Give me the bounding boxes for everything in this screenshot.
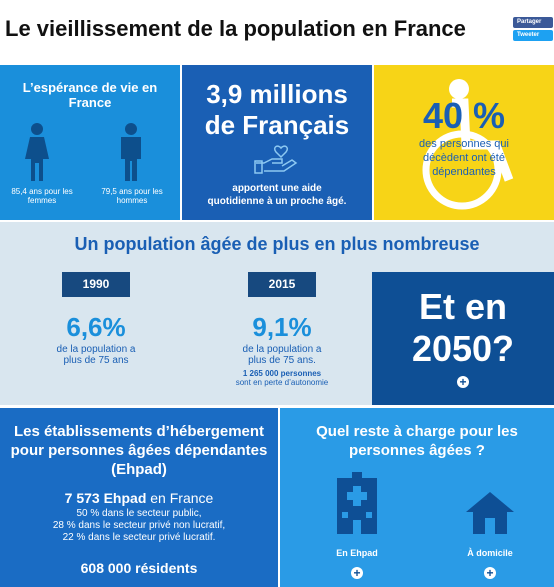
man-icon	[121, 123, 141, 181]
life-panel: L’espérance de vie en France 85,4 ans po…	[0, 65, 180, 220]
hands-icon	[254, 145, 298, 174]
ehpad-title: Les établissements d’hébergement pour pe…	[10, 423, 268, 478]
share-value: 9,1%	[252, 312, 312, 342]
page-title: Le vieillissement de la population en Fr…	[5, 16, 466, 41]
women-label: 85,4 ans pour les femmes	[11, 187, 73, 205]
dependency-headline: 40 %	[422, 95, 506, 136]
cost-title: Quel reste à charge pour les personnes â…	[316, 423, 518, 459]
cost-panel: Quel reste à charge pour les personnes â…	[280, 408, 554, 587]
dependency-panel: 40 % des personnes qui décèdent ont été …	[374, 65, 554, 220]
more-button[interactable]: +	[351, 567, 363, 579]
caregivers-panel: 3,9 millions de Français apportent une a…	[182, 65, 372, 220]
breakdown-line: 28 % dans le secteur privé non lucratif,	[52, 520, 226, 531]
more-button[interactable]: +	[484, 567, 496, 579]
caregivers-text: apportent une aide quotidienne à un proc…	[207, 183, 347, 207]
population-title: Un population âgée de plus en plus nombr…	[74, 234, 480, 254]
share-text: de la population a plus de 75 ans	[56, 344, 136, 366]
life-title: L’espérance de vie en France	[22, 80, 158, 110]
option-label: En Ehpad	[336, 548, 378, 558]
breakdown-line: 50 % dans le secteur public,	[76, 508, 202, 519]
tweet-button[interactable]: Tweeter	[513, 30, 553, 41]
ehpad-breakdown: 50 % dans le secteur public, 28 % dans l…	[0, 508, 278, 544]
autonomy-count: 1 265 000 personnes	[242, 369, 322, 378]
caregivers-headline: 3,9 millions de Français	[204, 79, 350, 140]
share-button[interactable]: Partager	[513, 17, 553, 28]
ehpad-count-rest: en France	[150, 490, 214, 506]
dependency-text: des personnes qui décèdent ont été dépen…	[419, 138, 509, 178]
breakdown-line: 22 % dans le secteur privé lucratif.	[62, 532, 216, 543]
house-icon	[466, 492, 514, 534]
share-value: 6,6%	[66, 312, 126, 342]
year-label: 2015	[248, 272, 316, 297]
year-label: 1990	[62, 272, 130, 297]
ehpad-count-strong: 7 573 Ehpad	[64, 490, 147, 506]
future-text: Et en 2050?	[411, 286, 515, 369]
ehpad-residents: 608 000 résidents	[80, 560, 198, 576]
population-section: Un population âgée de plus en plus nombr…	[0, 222, 554, 405]
more-button[interactable]: +	[457, 376, 469, 388]
future-panel: Et en 2050? +	[372, 272, 554, 405]
option-label: À domicile	[467, 548, 513, 558]
share-text: de la population a plus de 75 ans.	[242, 344, 322, 366]
autonomy-text: sont en perte d’autonomie	[235, 378, 329, 387]
ehpad-panel: Les établissements d’hébergement pour pe…	[0, 408, 278, 587]
men-label: 79,5 ans pour les hommes	[101, 187, 163, 205]
wheelchair-icon	[422, 79, 514, 210]
woman-icon	[25, 123, 49, 181]
hospital-icon	[337, 472, 377, 534]
ehpad-count: 7 573 Ehpad en France	[0, 490, 278, 506]
